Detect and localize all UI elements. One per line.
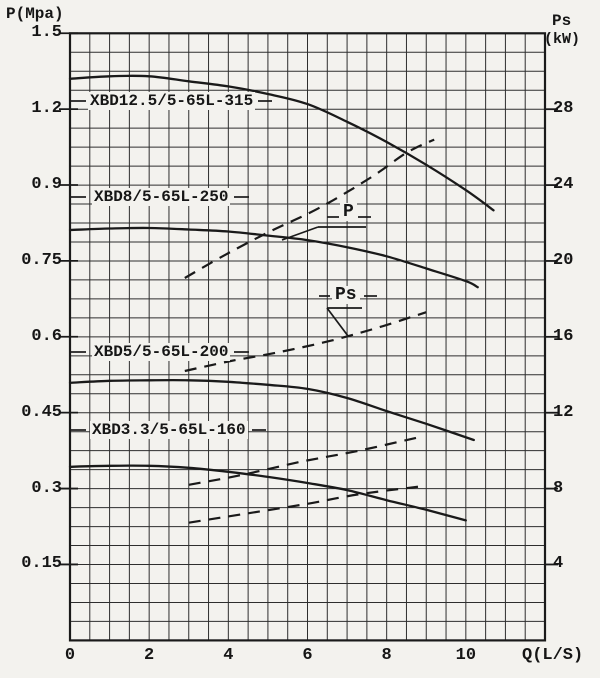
annotation-line: [281, 226, 319, 241]
p-axis-tick-label: 1.5: [31, 23, 62, 43]
pressure-curve-annotation: P: [340, 203, 357, 221]
p-axis-tick-label: 0.75: [21, 250, 62, 270]
pressure-curve-3: [68, 464, 467, 522]
q-axis-tick-label: 0: [64, 646, 76, 665]
pressure-curve-0: [68, 74, 495, 212]
pressure-curve-1: [68, 226, 479, 289]
curve-label-xbd3-3-160: XBD3.3/5-65L-160: [90, 421, 248, 439]
ps-axis-tick-label: 8: [553, 478, 564, 498]
q-axis-tick-label: 4: [223, 646, 234, 665]
ps-axis-tick-label: 16: [553, 326, 574, 346]
q-axis-tick-label: 6: [302, 646, 313, 665]
power-curve-annotation: Ps: [332, 286, 360, 304]
power-curve-2: [188, 436, 419, 486]
p-axis-tick-label: 1.2: [31, 99, 62, 119]
p-axis-tick-label: 0.9: [31, 175, 62, 194]
power-curve-1: [184, 311, 427, 373]
annotation-line: [326, 307, 349, 337]
ps-axis-tick-label: 4: [553, 554, 564, 574]
ps-axis-tick-label: 24: [553, 175, 574, 195]
ps-axis-tick-label: 12: [553, 402, 574, 422]
p-axis-tick-label: 0.15: [21, 554, 62, 574]
power-curve-3: [188, 485, 419, 524]
power-curve-0: [184, 138, 435, 279]
right-axis-title-ps: Ps: [552, 12, 572, 30]
pressure-curve-2: [68, 378, 475, 442]
q-axis-tick-label: 10: [455, 646, 477, 665]
q-axis-tick-label: 8: [381, 646, 392, 665]
p-axis-tick-label: 0.6: [31, 326, 62, 346]
curve-label-xbd5-200: XBD5/5-65L-200: [92, 343, 231, 361]
p-axis-tick-label: 0.3: [31, 478, 62, 498]
x-axis-title: Q(L/S): [522, 646, 584, 665]
curve-label-xbd8-250: XBD8/5-65L-250: [92, 188, 231, 206]
left-axis-title: P(Mpa): [6, 5, 64, 23]
curve-label-xbd12-5-315: XBD12.5/5-65L-315: [88, 92, 256, 110]
ps-axis-tick-label: 20: [553, 250, 574, 270]
right-axis-title-kw: (kW): [544, 31, 581, 48]
p-axis-tick-label: 0.45: [21, 402, 62, 422]
q-axis-tick-label: 2: [144, 646, 155, 665]
ps-axis-tick-label: 28: [553, 99, 574, 119]
